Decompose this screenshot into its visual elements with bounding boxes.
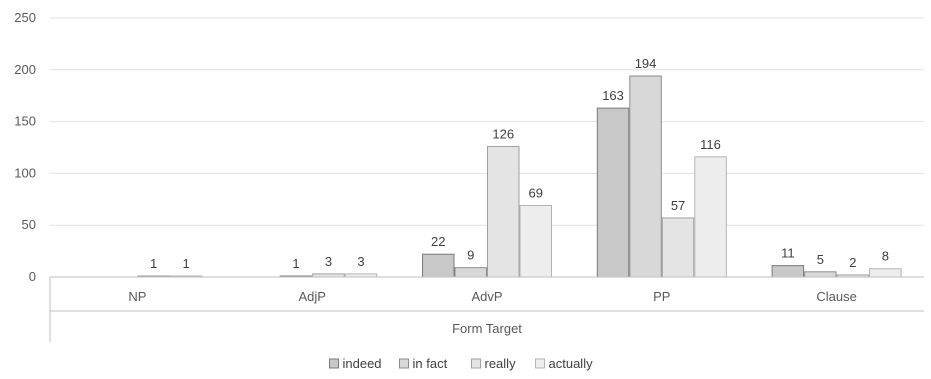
data-label: 57 [671, 198, 685, 213]
x-axis: NP AdjP AdvP PP Clause [49, 276, 924, 342]
y-tick-label: 100 [14, 165, 36, 180]
legend-label: actually [549, 356, 594, 371]
data-label: 1 [150, 256, 157, 271]
bar-in-fact-advp [454, 267, 487, 278]
data-label: 126 [492, 126, 514, 141]
bar-really-advp [487, 145, 520, 278]
legend-swatch [535, 358, 545, 369]
legend-label: in fact [413, 356, 448, 371]
x-category-label: PP [653, 289, 670, 304]
bar-indeed-clause [771, 265, 805, 278]
data-label: 163 [602, 88, 624, 103]
bar-actually-clause [869, 268, 902, 278]
data-label: 2 [849, 255, 856, 270]
bar-actually-advp [519, 205, 552, 278]
legend-label: indeed [343, 356, 382, 371]
data-label: 11 [781, 246, 795, 261]
bar-really-pp [661, 217, 695, 278]
legend-swatch [399, 358, 409, 369]
data-label: 1 [292, 256, 299, 271]
bar-actually-pp [694, 156, 727, 278]
bar-indeed-pp [596, 107, 630, 278]
data-label: 5 [817, 252, 824, 267]
y-axis-tick-labels: 0 50 100 150 200 250 [14, 10, 36, 284]
legend-swatch [471, 358, 481, 369]
data-label: 194 [635, 56, 657, 71]
x-category-label: NP [128, 289, 146, 304]
x-category-label: AdvP [471, 289, 502, 304]
bar-in-fact-pp [629, 75, 662, 278]
bar-in-fact-clause [804, 271, 837, 278]
bars [137, 75, 902, 278]
x-axis-title: Form Target [452, 321, 522, 336]
data-label: 3 [325, 254, 332, 269]
y-tick-label: 200 [14, 62, 36, 77]
gridlines [50, 17, 924, 226]
x-category-label: AdjP [298, 289, 325, 304]
data-label: 1 [183, 256, 190, 271]
legend: indeed in fact really actually [329, 356, 594, 371]
y-tick-label: 0 [29, 269, 36, 284]
data-label: 9 [467, 248, 474, 263]
data-label: 116 [700, 137, 721, 152]
legend-label: really [485, 356, 517, 371]
legend-swatch [329, 358, 339, 369]
x-category-label: Clause [816, 289, 856, 304]
data-label: 69 [529, 186, 543, 201]
data-label: 3 [357, 254, 364, 269]
y-tick-label: 150 [14, 114, 36, 129]
y-tick-label: 250 [14, 10, 36, 25]
data-label: 8 [882, 249, 889, 264]
y-tick-label: 50 [22, 217, 36, 232]
bar-indeed-advp [422, 253, 455, 278]
data-label: 22 [431, 234, 445, 249]
